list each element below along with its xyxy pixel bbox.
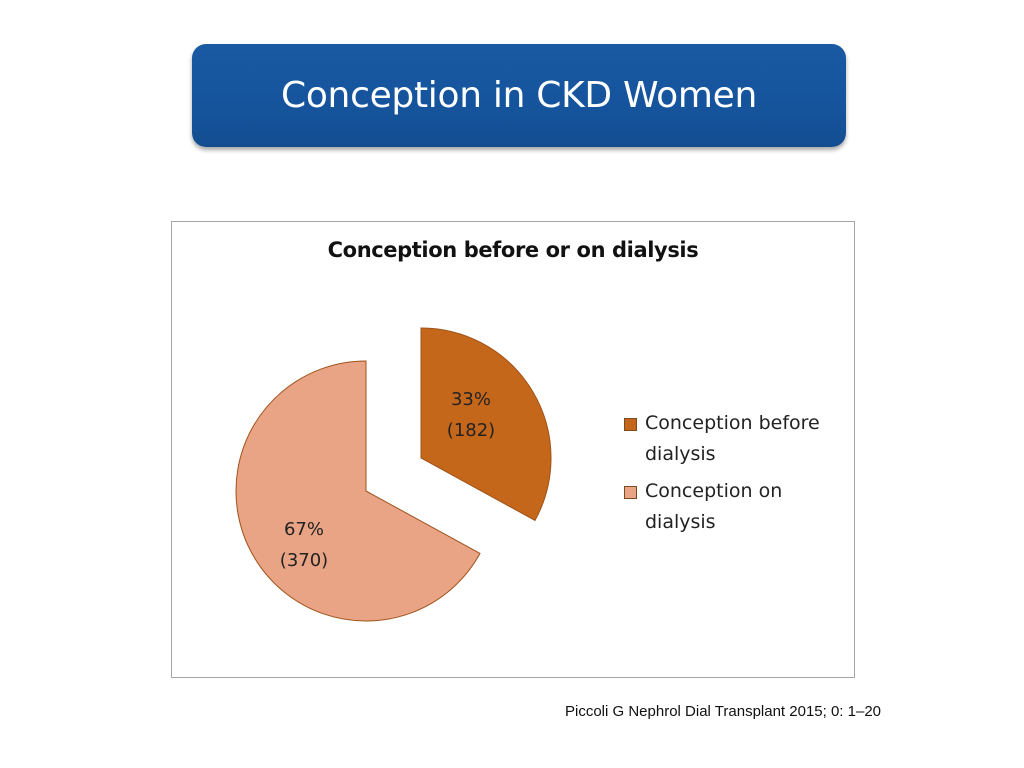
pie-slice-on-dialysis xyxy=(235,360,481,622)
legend-item-before-dialysis: Conception before dialysis xyxy=(624,408,854,470)
chart-title: Conception before or on dialysis xyxy=(327,238,699,262)
data-label-on-percent: 67% xyxy=(283,519,324,540)
legend-label-on-dialysis: Conception on dialysis xyxy=(645,480,783,533)
citation: Piccoli G Nephrol Dial Transplant 2015; … xyxy=(565,703,882,720)
data-label-before-percent: 33% xyxy=(450,389,491,410)
data-label-on-dialysis: 67% (370) xyxy=(259,514,349,576)
data-label-on-count: (370) xyxy=(279,550,329,571)
pie-slice-before-dialysis xyxy=(420,327,552,522)
data-label-before-count: (182) xyxy=(446,420,496,441)
chart-area: Conception before or on dialysis 33% (18… xyxy=(171,221,855,678)
data-label-before-dialysis: 33% (182) xyxy=(426,384,516,446)
title-banner: Conception in CKD Women xyxy=(192,44,846,147)
legend-swatch-on-dialysis xyxy=(624,486,637,499)
legend-item-on-dialysis: Conception on dialysis xyxy=(624,476,854,538)
legend: Conception before dialysis Conception on… xyxy=(624,408,854,544)
slide-title: Conception in CKD Women xyxy=(281,75,757,116)
legend-swatch-before-dialysis xyxy=(624,418,637,431)
pie-chart xyxy=(235,327,552,622)
legend-label-before-dialysis: Conception before dialysis xyxy=(645,412,820,465)
